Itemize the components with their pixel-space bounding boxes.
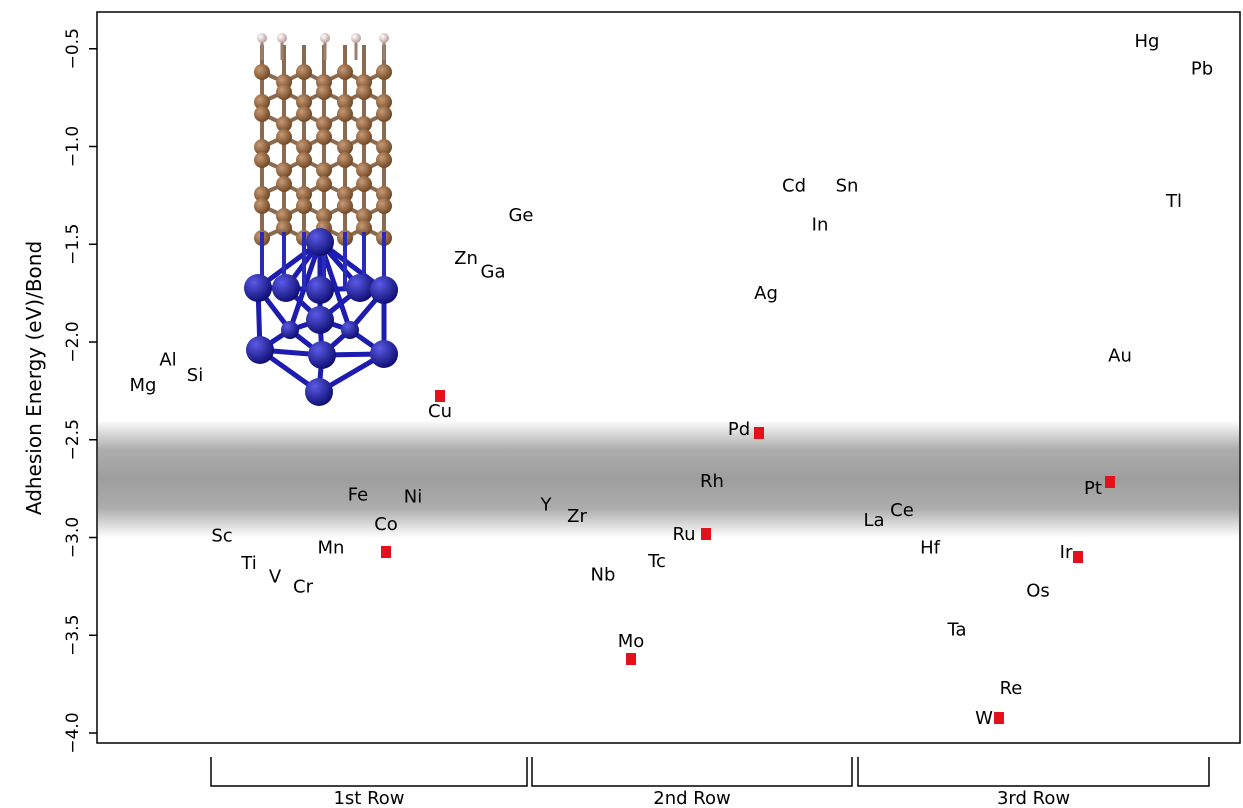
point-label-au: Au [1108,346,1132,367]
point-label-sc: Sc [211,526,232,547]
point-label-w: W [975,708,993,729]
row-bracket [531,757,853,787]
point-label-tl: Tl [1165,191,1182,212]
point-label-si: Si [187,365,203,386]
marker-cu [435,390,445,402]
point-label-rh: Rh [700,471,724,492]
point-label-mg: Mg [130,375,157,396]
point-label-ga: Ga [481,262,506,283]
point-label-fe: Fe [348,484,368,505]
y-tick-label: −1.5 [63,224,83,265]
point-label-pd: Pd [728,419,750,440]
point-label-pb: Pb [1191,58,1213,79]
y-tick-label: −0.5 [63,28,83,69]
row-bracket [857,757,1210,787]
point-label-ti: Ti [240,553,256,574]
point-label-cu: Cu [428,401,452,422]
nanotube-cluster-illustration [244,33,398,406]
y-tick-label: −3.5 [63,615,83,656]
y-tick-label: −2.0 [63,321,83,362]
point-label-cr: Cr [293,576,314,597]
point-label-v: V [269,567,282,588]
marker-pt [1105,476,1115,488]
point-label-hg: Hg [1135,31,1160,52]
y-tick-label: −4.0 [63,712,83,753]
y-axis: −4.0 −3.5 −3.0 −2.5 −2.0 −1.5 −1.0 −0.5 [63,28,97,754]
row-group-label: 2nd Row [653,788,730,808]
point-label-y: Y [540,494,553,515]
marker-w [994,712,1004,724]
point-label-ce: Ce [890,500,914,521]
point-label-ir: Ir [1060,542,1073,563]
point-label-co: Co [374,514,398,535]
marker-ru [701,528,711,540]
point-label-ag: Ag [754,283,778,304]
row-group-label: 1st Row [333,788,404,808]
y-axis-label: Adhesion Energy (eV)/Bond [22,241,46,515]
plot-frame [96,11,1241,744]
highlight-band [98,419,1239,538]
point-label-pt: Pt [1084,478,1102,499]
point-label-hf: Hf [920,537,941,558]
marker-co [381,546,391,558]
point-label-re: Re [1000,678,1023,699]
row-bracket [210,757,528,787]
y-tick-label: −3.0 [63,517,83,558]
point-label-mn: Mn [318,537,345,558]
marker-mo [626,653,636,665]
marker-ir [1073,551,1083,563]
point-label-ru: Ru [672,524,695,545]
point-label-in: In [812,215,829,236]
row-groups: 1st Row 2nd Row 3rd Row [210,757,1210,808]
point-label-tc: Tc [647,551,666,572]
point-label-nb: Nb [591,565,616,586]
y-tick-label: −2.5 [63,419,83,460]
point-label-sn: Sn [836,176,859,197]
point-label-ta: Ta [946,619,966,640]
point-label-al: Al [159,350,176,371]
point-label-cd: Cd [782,176,806,197]
point-label-ge: Ge [508,205,533,226]
point-label-la: La [863,510,884,531]
point-label-ni: Ni [404,486,422,507]
marker-pd [754,427,764,439]
point-label-mo: Mo [618,631,645,652]
row-group-label: 3rd Row [997,788,1070,808]
point-label-zr: Zr [567,506,587,527]
point-label-zn: Zn [454,248,478,269]
point-label-os: Os [1026,580,1050,601]
y-tick-label: −1.0 [63,126,83,167]
